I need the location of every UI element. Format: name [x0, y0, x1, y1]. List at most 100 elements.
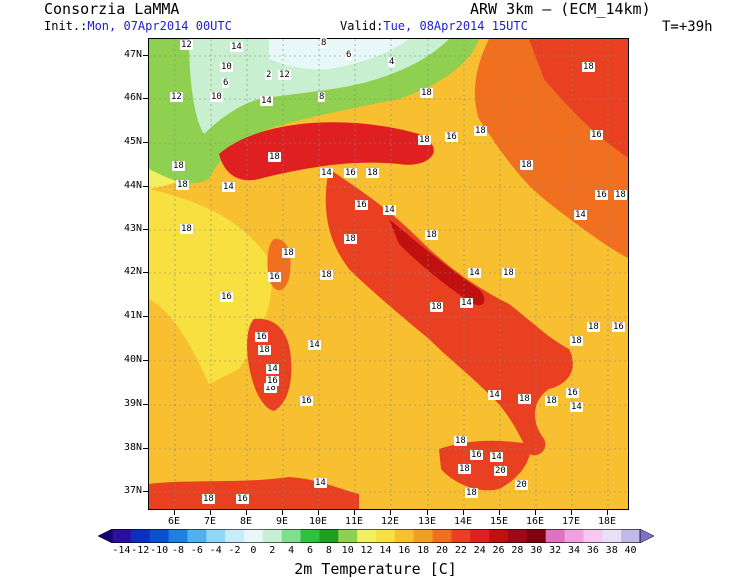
colorbar-swatch	[451, 529, 471, 543]
temperature-value: 14	[383, 205, 396, 215]
temperature-value: 14	[490, 452, 503, 462]
colorbar-swatch	[526, 529, 547, 543]
colorbar-arrow-low	[98, 529, 113, 543]
longitude-tick	[282, 510, 283, 515]
temperature-value: 12	[170, 92, 183, 102]
colorbar-swatch	[545, 529, 566, 543]
model-label: ARW 3km – (ECM_14km)	[470, 0, 651, 18]
colorbar-swatch	[319, 529, 339, 543]
colorbar-swatch	[357, 529, 377, 543]
colorbar-tick-label: 40	[624, 545, 637, 556]
temperature-value: 18	[474, 126, 487, 136]
longitude-tick	[499, 510, 500, 515]
colorbar-title: 2m Temperature [C]	[294, 560, 457, 578]
temperature-value: 18	[344, 234, 357, 244]
colorbar-tick-label: 34	[567, 545, 581, 556]
balkans-inner	[529, 39, 628, 158]
colorbar-tick-label: 6	[306, 545, 314, 556]
longitude-label: 9E	[276, 516, 289, 527]
latitude-tick	[143, 186, 148, 187]
colorbar-swatch	[583, 529, 603, 543]
longitude-label: 16E	[526, 516, 545, 527]
colorbar-tick-label: 28	[511, 545, 524, 556]
colorbar-tick-label: 8	[325, 545, 332, 556]
colorbar-swatch	[149, 529, 170, 543]
colorbar-tick-label: 4	[288, 545, 295, 556]
temperature-value: 14	[574, 210, 587, 220]
temperature-value: 18	[320, 270, 333, 280]
temperature-value: 16	[255, 332, 268, 342]
temperature-value: 16	[590, 130, 603, 140]
colorbar-tick-label: 10	[341, 545, 354, 556]
temperature-value: 18	[418, 135, 431, 145]
temperature-value: 16	[470, 450, 483, 460]
temperature-value: 16	[344, 168, 357, 178]
temperature-value: 18	[520, 160, 533, 170]
longitude-tick	[174, 510, 175, 515]
init-time: Init.:Mon, 07Apr2014 00UTC	[44, 19, 232, 33]
colorbar-tick-label: -12	[131, 545, 150, 556]
temperature-value: 2	[265, 70, 273, 80]
latitude-tick	[143, 316, 148, 317]
peninsula	[325, 169, 573, 456]
colorbar-swatch	[130, 529, 151, 543]
temperature-value: 18	[420, 88, 433, 98]
colorbar-swatch	[564, 529, 584, 543]
brand-title: Consorzia LaMMA	[44, 0, 180, 18]
valid-label: Valid:	[340, 19, 384, 33]
latitude-label: 40N	[124, 354, 143, 365]
colorbar-swatch	[206, 529, 226, 543]
latitude-tick	[143, 142, 148, 143]
longitude-label: 11E	[345, 516, 364, 527]
latitude-label: 43N	[124, 223, 143, 234]
longitude-label: 7E	[204, 516, 217, 527]
colorbar-tick-label: -8	[171, 545, 185, 556]
latitude-tick	[143, 448, 148, 449]
colorbar-tick-label: 36	[586, 545, 599, 556]
colorbar-tick-label: 14	[379, 545, 392, 556]
temperature-value: 8	[320, 38, 328, 48]
graticule	[149, 39, 628, 509]
colorbar-swatch	[470, 529, 490, 543]
temperature-value: 14	[488, 390, 501, 400]
temperature-value: 16	[266, 376, 279, 386]
temperature-value: 10	[220, 62, 233, 72]
temperature-value: 16	[595, 190, 608, 200]
temperature-value: 18	[502, 268, 515, 278]
colorbar-swatch	[394, 529, 415, 543]
temperature-value: 18	[587, 322, 600, 332]
temperature-value: 14	[320, 168, 333, 178]
longitude-label: 8E	[240, 516, 253, 527]
longitude-label: 10E	[309, 516, 328, 527]
latitude-label: 42N	[124, 266, 143, 277]
valid-time: Valid:Tue, 08Apr2014 15UTC	[340, 19, 528, 33]
temperature-value: 20	[494, 466, 507, 476]
temperature-value: 18	[458, 464, 471, 474]
latitude-label: 41N	[124, 310, 143, 321]
latitude-label: 37N	[124, 485, 143, 496]
longitude-label: 15E	[490, 516, 509, 527]
longitude-label: 18E	[598, 516, 617, 527]
sicily	[439, 440, 530, 491]
latitude-tick	[143, 55, 148, 56]
temperature-map	[148, 38, 629, 510]
temperature-value: 16	[445, 132, 458, 142]
po-valley-hot	[219, 122, 434, 181]
apennines-hot	[389, 219, 485, 306]
colorbar-tick-label: -10	[150, 545, 169, 556]
colorbar	[98, 529, 654, 543]
latitude-label: 38N	[124, 442, 143, 453]
colorbar-tick-label: -2	[228, 545, 241, 556]
colorbar-tick-label: -14	[112, 545, 131, 556]
longitude-tick	[318, 510, 319, 515]
colorbar-swatch	[376, 529, 396, 543]
colorbar-tick-label: 16	[398, 545, 411, 556]
longitude-tick	[246, 510, 247, 515]
colorbar-swatch	[244, 529, 264, 543]
longitude-tick	[463, 510, 464, 515]
temperature-value: 18	[425, 230, 438, 240]
colorbar-tick-label: 22	[454, 545, 467, 556]
cool-sea-zone	[149, 189, 272, 384]
longitude-tick	[210, 510, 211, 515]
latitude-tick	[143, 272, 148, 273]
